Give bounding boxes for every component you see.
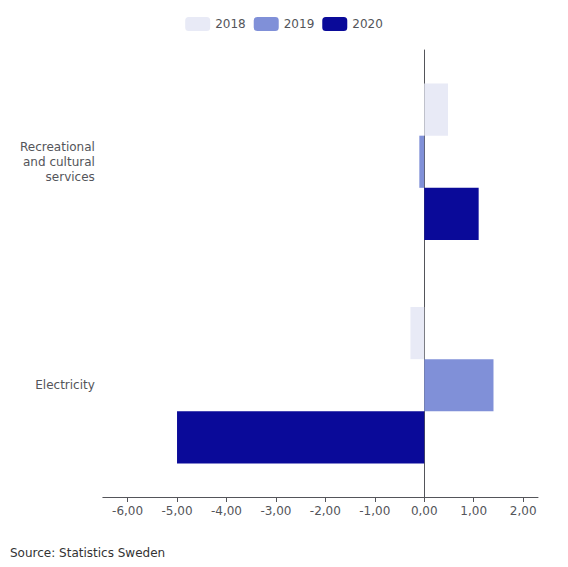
svg-text:2020: 2020 bbox=[352, 17, 383, 31]
svg-text:and cultural: and cultural bbox=[23, 155, 95, 169]
svg-text:1,00: 1,00 bbox=[460, 504, 487, 518]
svg-text:2019: 2019 bbox=[284, 17, 315, 31]
svg-text:-2,00: -2,00 bbox=[310, 504, 341, 518]
svg-text:0,00: 0,00 bbox=[411, 504, 438, 518]
svg-text:-5,00: -5,00 bbox=[161, 504, 192, 518]
svg-text:-1,00: -1,00 bbox=[359, 504, 390, 518]
svg-text:2,00: 2,00 bbox=[510, 504, 537, 518]
svg-text:-6,00: -6,00 bbox=[112, 504, 143, 518]
svg-text:Electricity: Electricity bbox=[35, 378, 95, 392]
svg-text:-4,00: -4,00 bbox=[211, 504, 242, 518]
svg-text:Recreational: Recreational bbox=[20, 140, 95, 154]
svg-text:2018: 2018 bbox=[215, 17, 246, 31]
svg-text:-3,00: -3,00 bbox=[260, 504, 291, 518]
svg-text:services: services bbox=[46, 170, 95, 184]
svg-text:Source: Statistics Sweden: Source: Statistics Sweden bbox=[10, 546, 165, 560]
